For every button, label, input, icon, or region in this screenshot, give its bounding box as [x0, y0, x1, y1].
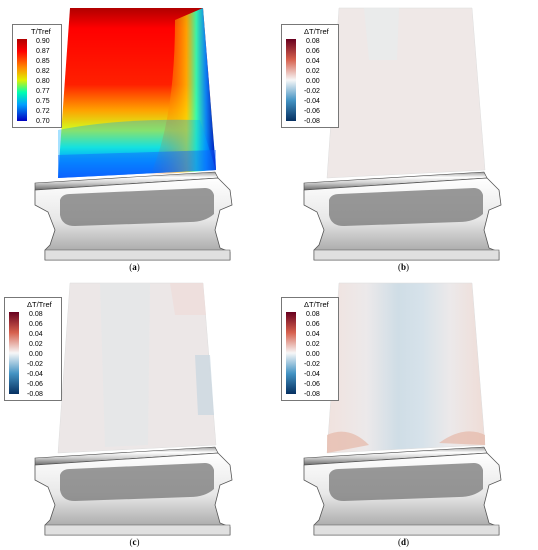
tick-label: 0.87 — [36, 48, 50, 55]
tick-label: 0.06 — [29, 321, 43, 328]
tick-label: -0.06 — [304, 108, 320, 115]
legend-title-a: T/Tref — [31, 27, 51, 36]
caption-c: (c) — [129, 537, 140, 547]
tick-label: -0.08 — [304, 391, 320, 398]
tick-label: 0.70 — [36, 118, 50, 125]
legend-title-b: ΔT/Tref — [304, 27, 329, 36]
tick-label: -0.02 — [27, 361, 43, 368]
tick-label: 0.02 — [29, 341, 43, 348]
tick-label: -0.02 — [304, 88, 320, 95]
tick-label: -0.06 — [304, 381, 320, 388]
tick-label: 0.04 — [29, 331, 43, 338]
caption-b: (b) — [397, 262, 409, 272]
panel-b-graphic — [303, 7, 502, 261]
panel-c: ΔT/Tref 0.08 0.06 0.04 0.02 0.00 -0.02 -… — [0, 275, 269, 550]
tick-label: -0.02 — [304, 361, 320, 368]
tick-label: 0.08 — [306, 311, 320, 318]
colorbar-d — [286, 312, 296, 394]
caption-a: (a) — [129, 262, 140, 272]
tick-label: 0.06 — [306, 321, 320, 328]
blade-field-b — [326, 7, 486, 179]
legend-d: ΔT/Tref 0.08 0.06 0.04 0.02 0.00 -0.02 -… — [281, 297, 339, 401]
tick-label: 0.02 — [306, 68, 320, 75]
panel-a-graphic — [34, 8, 233, 261]
tick-label: 0.02 — [306, 341, 320, 348]
legend-c: ΔT/Tref 0.08 0.06 0.04 0.02 0.00 -0.02 -… — [4, 297, 62, 401]
tick-label: 0.77 — [36, 88, 50, 95]
tick-label: 0.90 — [36, 38, 50, 45]
tick-label: 0.08 — [29, 311, 43, 318]
panel-c-graphic — [34, 282, 233, 536]
colorbar-c — [9, 312, 19, 394]
caption-d: (d) — [397, 537, 409, 547]
tick-label: -0.04 — [27, 371, 43, 378]
tick-label: 0.04 — [306, 331, 320, 338]
tick-label: -0.08 — [27, 391, 43, 398]
tick-label: 0.85 — [36, 58, 50, 65]
colorbar-b — [286, 39, 296, 121]
legend-title-d: ΔT/Tref — [304, 300, 329, 309]
tick-label: 0.80 — [36, 78, 50, 85]
legend-b: ΔT/Tref 0.08 0.06 0.04 0.02 0.00 -0.02 -… — [281, 24, 339, 128]
tick-label: -0.04 — [304, 98, 320, 105]
panel-b: ΔT/Tref 0.08 0.06 0.04 0.02 0.00 -0.02 -… — [269, 0, 538, 275]
blade-field-d — [326, 282, 486, 454]
tick-label: 0.04 — [306, 58, 320, 65]
tick-label: -0.04 — [304, 371, 320, 378]
colorbar-a — [17, 39, 27, 121]
tick-label: -0.06 — [27, 381, 43, 388]
tick-label: 0.06 — [306, 48, 320, 55]
panel-d: ΔT/Tref 0.08 0.06 0.04 0.02 0.00 -0.02 -… — [269, 275, 538, 550]
tick-label: -0.08 — [304, 118, 320, 125]
tick-label: 0.08 — [306, 38, 320, 45]
legend-a: T/Tref 0.90 0.87 0.85 0.82 0.80 0.77 0.7… — [12, 24, 62, 128]
tick-label: 0.72 — [36, 108, 50, 115]
tick-label: 0.82 — [36, 68, 50, 75]
tick-label: 0.00 — [306, 78, 320, 85]
tick-label: 0.00 — [29, 351, 43, 358]
panel-a: T/Tref 0.90 0.87 0.85 0.82 0.80 0.77 0.7… — [0, 0, 269, 275]
legend-title-c: ΔT/Tref — [27, 300, 52, 309]
tick-label: 0.00 — [306, 351, 320, 358]
panel-d-graphic — [303, 282, 502, 536]
tick-label: 0.75 — [36, 98, 50, 105]
